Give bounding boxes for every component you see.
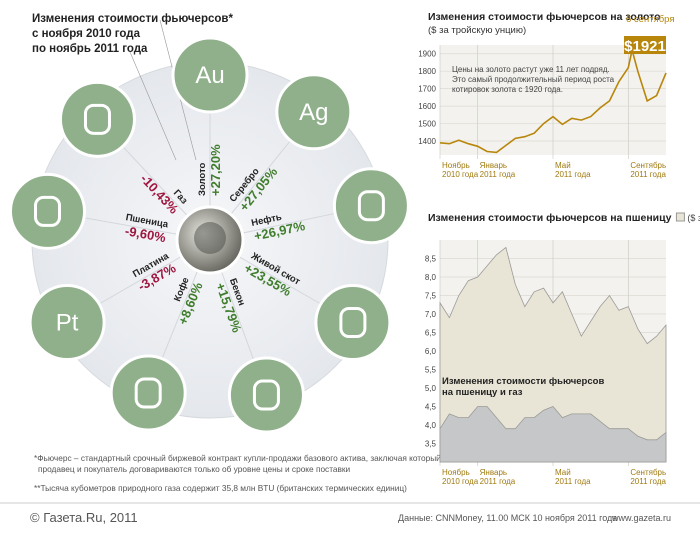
x-tick-label: Май 2011 года	[555, 468, 591, 486]
y-tick-label: 3,5	[425, 440, 437, 449]
area	[439, 406, 667, 463]
y-tick-label: 5,0	[425, 384, 437, 393]
commodity-circle	[58, 80, 136, 158]
peak-date: 6 сентября	[626, 14, 674, 25]
commodity-symbol: Pt	[56, 310, 79, 337]
commodity-icon	[252, 379, 280, 411]
y-tick-label: 1800	[418, 67, 436, 76]
x-tick-label: Январь 2011 года	[480, 161, 516, 179]
x-tick-label: Ноябрь 2010 года	[442, 161, 479, 179]
leader	[129, 51, 177, 161]
commodity-circle	[332, 167, 410, 245]
radial-title: с ноября 2010 года	[32, 28, 141, 40]
x-tick-label: Май 2011 года	[555, 161, 591, 179]
chart-title: Изменения стоимости фьючерсов на золото	[428, 11, 661, 23]
annotation: Изменения стоимости фьючерсов на пшеницу …	[442, 376, 604, 398]
radial-title: Изменения стоимости фьючерсов*	[32, 13, 233, 25]
coin-face	[194, 222, 226, 254]
y-tick-label: 5,5	[425, 366, 437, 375]
y-tick-label: 8,5	[425, 255, 437, 264]
commodity-circle	[275, 73, 353, 151]
y-tick-label: 7,5	[425, 292, 437, 301]
footnote: **Тысяча кубометров природного газа соде…	[34, 483, 407, 493]
y-tick-label: 8,0	[425, 273, 437, 282]
legend-label: ($ за бушель)	[687, 213, 700, 223]
peak-label: $1921	[624, 38, 666, 55]
commodity-circle	[227, 356, 305, 434]
y-tick-label: 4,5	[425, 403, 437, 412]
legend-swatch	[675, 212, 685, 222]
commodity-circle	[171, 36, 249, 114]
y-tick-label: 7,0	[425, 310, 437, 319]
commodity-icon	[357, 190, 385, 222]
commodity-value: +27,20%	[208, 144, 223, 196]
y-tick-label: 6,0	[425, 347, 437, 356]
y-tick-label: 1600	[418, 102, 436, 111]
x-tick-label: Сентябрь 2011 года	[630, 161, 666, 179]
commodity-symbol: Ag	[299, 99, 328, 126]
commodity-value: -9,60%	[124, 223, 168, 245]
annotation: Цены на золото растут уже 11 лет подряд.…	[452, 65, 615, 94]
x-tick-label: Январь 2011 года	[480, 468, 516, 486]
commodity-label: Пшеница-9,60%	[124, 212, 170, 245]
y-tick-label: 1400	[418, 137, 436, 146]
source: Данные: CNNMoney, 11.00 МСК 10 ноября 20…	[398, 513, 617, 523]
site: www.gazeta.ru	[611, 513, 671, 523]
chart-subtitle: ($ за тройскую унцию)	[428, 25, 526, 36]
commodity-symbol: Au	[195, 62, 224, 89]
commodity-circle	[314, 284, 392, 361]
y-tick-label: 1700	[418, 85, 436, 94]
y-tick-label: 4,0	[425, 421, 437, 430]
commodity-name: Золото	[197, 162, 208, 196]
y-tick-label: 6,5	[425, 329, 437, 338]
footnote: *Фьючерс – стандартный срочный биржевой …	[34, 453, 441, 463]
commodity-icon	[34, 195, 62, 227]
commodity-icon	[83, 103, 111, 135]
area	[439, 246, 667, 463]
commodity-label: Золото +27,20%	[197, 144, 223, 196]
chart-title: Изменения стоимости фьючерсов на пшеницу	[428, 212, 672, 224]
y-tick-label: 1900	[418, 50, 436, 59]
x-tick-label: Сентябрь 2011 года	[630, 468, 666, 486]
radial-title: по ноябрь 2011 года	[32, 43, 148, 55]
commodity-circle	[28, 284, 106, 361]
commodity-icon	[339, 307, 367, 338]
copyright: © Газета.Ru, 2011	[30, 510, 138, 525]
commodity-circle	[9, 172, 87, 250]
y-tick-label: 1500	[418, 120, 436, 129]
commodity-icon	[134, 377, 162, 409]
footnote: продавец и покупатель договариваются тол…	[38, 464, 351, 474]
commodity-circle	[109, 354, 187, 432]
peak-box	[624, 36, 666, 54]
x-tick-label: Ноябрь 2010 года	[442, 468, 479, 486]
